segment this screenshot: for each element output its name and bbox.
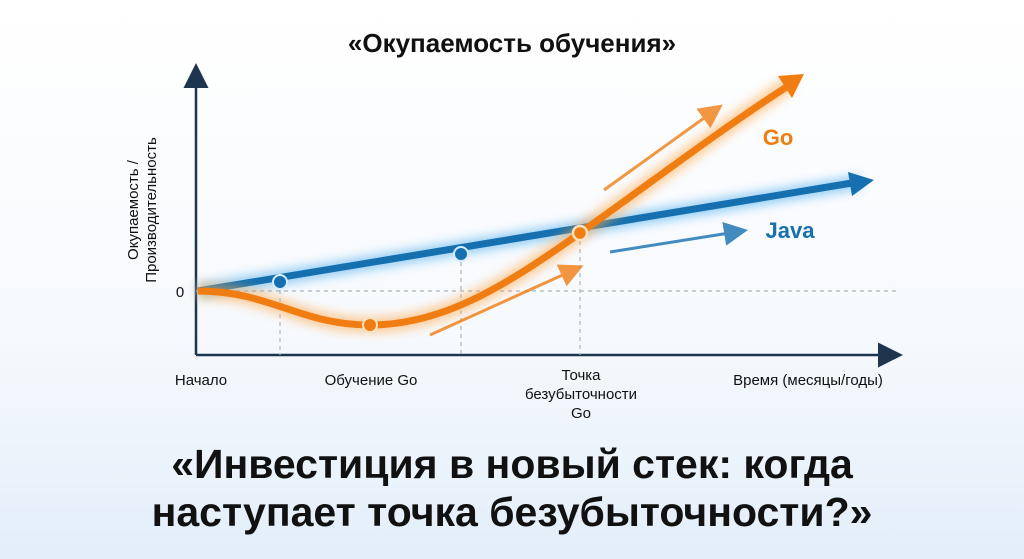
headline: «Инвестиция в новый стек: когда (171, 441, 854, 487)
java-label: Java (766, 218, 816, 243)
break-even-point (571, 224, 589, 242)
zero-label: 0 (176, 284, 184, 301)
go-line (197, 83, 790, 329)
y-axis-label-line: Производительность (143, 137, 160, 283)
java-line (197, 179, 853, 295)
trend-arrow (603, 104, 723, 192)
go-point (362, 317, 378, 333)
go-label: Go (763, 125, 794, 150)
x-label: Точка (561, 367, 601, 384)
y-axis-label: Окупаемость / Производительность (125, 137, 160, 283)
x-label: Обучение Go (325, 372, 418, 389)
x-label: безубыточности (525, 386, 637, 403)
title: «Окупаемость обучения» (348, 28, 676, 58)
x-label: Время (месяцы/годы) (733, 372, 883, 389)
x-label: Начало (175, 372, 227, 389)
headline: наступает точка безубыточности?» (152, 489, 873, 535)
java-arrowhead (848, 172, 874, 196)
java-point (453, 246, 469, 262)
x-label: Go (571, 405, 591, 422)
trend-arrow (429, 264, 584, 337)
trend-arrow (609, 221, 748, 254)
go-arrowhead (778, 74, 804, 98)
y-axis-label-line: Окупаемость / (125, 159, 142, 260)
java-point (272, 274, 288, 290)
